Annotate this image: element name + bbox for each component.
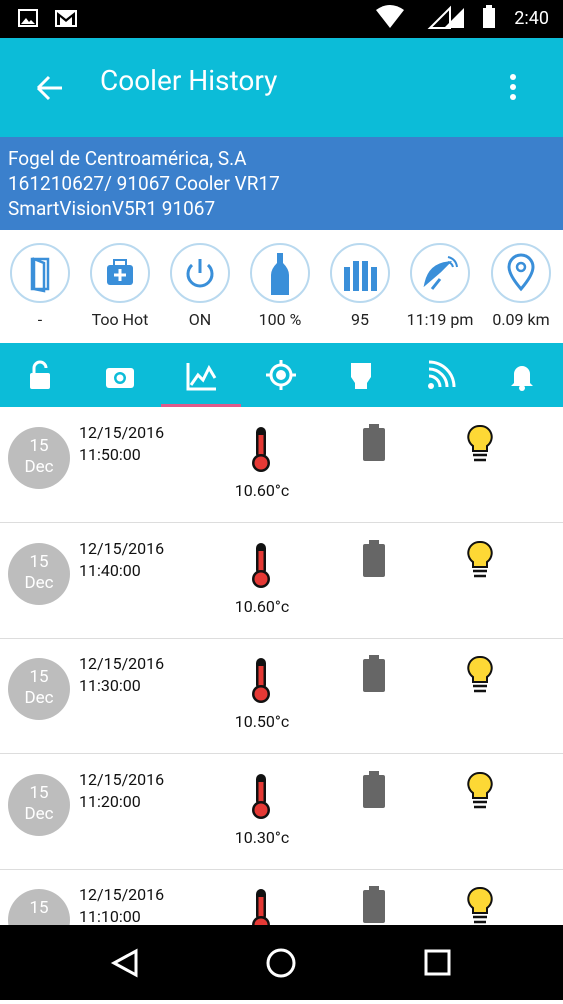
history-row[interactable]: 15 Dec 12/15/2016 11:40:00 10.60°c — [0, 523, 563, 639]
info-line: Fogel de Centroamérica, S.A — [8, 147, 247, 170]
app-bar: Cooler History — [0, 38, 563, 137]
status-label: - — [37, 310, 43, 329]
date: 12/15/2016 — [79, 885, 165, 904]
date-badge: 15 Dec — [8, 543, 70, 605]
time: 11:40:00 — [79, 561, 141, 580]
time: 11:30:00 — [79, 676, 141, 695]
back-button[interactable] — [34, 74, 64, 102]
tab[interactable] — [506, 359, 538, 397]
date: 12/15/2016 — [79, 539, 165, 558]
thermometer-icon — [246, 772, 276, 824]
date-badge: 15 Dec — [8, 774, 70, 836]
temperature: 10.30°c — [234, 828, 290, 847]
date-badge: 15 Dec — [8, 427, 70, 489]
battery-icon — [361, 539, 387, 583]
battery-icon — [361, 770, 387, 814]
tab[interactable] — [425, 359, 457, 397]
temperature: 10.60°c — [234, 597, 290, 616]
status-icon — [90, 243, 150, 303]
info-line: SmartVisionV5R1 91067 — [8, 197, 216, 220]
history-list: 15 Dec 12/15/2016 11:50:00 10.60°c 15 Dec 12/15… — [0, 407, 563, 925]
tab-indicator — [161, 404, 241, 407]
tab[interactable] — [345, 359, 377, 397]
status-icon — [170, 243, 230, 303]
status-label: 100 % — [258, 310, 302, 329]
temperature: 10.50°c — [234, 712, 290, 731]
nav-bar — [0, 925, 563, 1000]
date-badge: 15 — [8, 889, 70, 925]
date: 12/15/2016 — [79, 654, 165, 673]
day: 15 — [29, 436, 49, 456]
day: 15 — [29, 552, 49, 572]
month: Dec — [24, 688, 54, 708]
tab[interactable] — [104, 359, 136, 397]
thermometer-icon — [246, 887, 276, 925]
tab[interactable] — [185, 359, 217, 397]
battery-icon — [361, 654, 387, 698]
status-icon — [330, 243, 390, 303]
light-icon — [465, 885, 495, 925]
history-row[interactable]: 15 Dec 12/15/2016 11:50:00 10.60°c — [0, 407, 563, 523]
light-icon — [465, 770, 495, 816]
status-icons — [18, 9, 77, 27]
title: Cooler History — [100, 64, 278, 97]
status-bar: 2:40 — [0, 0, 563, 38]
status-icon — [410, 243, 470, 303]
time: 11:10:00 — [79, 907, 141, 925]
cooler-info: Fogel de Centroamérica, S.A 161210627/ 9… — [0, 137, 563, 230]
history-row[interactable]: 15 12/15/2016 11:10:00 — [0, 869, 563, 925]
day: 15 — [29, 898, 49, 918]
status-label: Too Hot — [91, 310, 149, 329]
status-label: 0.09 km — [492, 310, 550, 329]
info-line: 161210627/ 91067 Cooler VR17 — [8, 172, 280, 195]
month: Dec — [24, 457, 54, 477]
history-row[interactable]: 15 Dec 12/15/2016 11:30:00 10.50°c — [0, 638, 563, 754]
light-icon — [465, 654, 495, 700]
month: Dec — [24, 573, 54, 593]
thermometer-icon — [246, 656, 276, 708]
time: 11:20:00 — [79, 792, 141, 811]
light-icon — [465, 423, 495, 469]
day: 15 — [29, 783, 49, 803]
time: 11:50:00 — [79, 445, 141, 464]
tab[interactable] — [265, 359, 297, 397]
light-icon — [465, 539, 495, 585]
month: Dec — [24, 804, 54, 824]
history-row[interactable]: 15 Dec 12/15/2016 11:20:00 10.30°c — [0, 754, 563, 870]
thermometer-icon — [246, 425, 276, 477]
date: 12/15/2016 — [79, 770, 165, 789]
clock: 2:40 — [514, 8, 549, 29]
status-icon — [10, 243, 70, 303]
status-label: ON — [188, 310, 212, 329]
battery-icon — [361, 423, 387, 467]
status-icons-row: - Too Hot ON 100 % 95 11:19 pm 0.09 km — [0, 230, 563, 343]
status-label: 95 — [351, 310, 369, 329]
date: 12/15/2016 — [79, 423, 165, 442]
nav-buttons — [110, 948, 451, 978]
tab-bar — [0, 343, 563, 407]
system-icons — [376, 5, 495, 29]
status-icon — [491, 243, 551, 303]
day: 15 — [29, 667, 49, 687]
tab[interactable] — [24, 359, 56, 397]
temperature: 10.60°c — [234, 481, 290, 500]
menu-button[interactable] — [503, 72, 523, 104]
status-icon — [250, 243, 310, 303]
thermometer-icon — [246, 541, 276, 593]
status-label: 11:19 pm — [406, 310, 474, 329]
battery-icon — [361, 885, 387, 925]
date-badge: 15 Dec — [8, 658, 70, 720]
